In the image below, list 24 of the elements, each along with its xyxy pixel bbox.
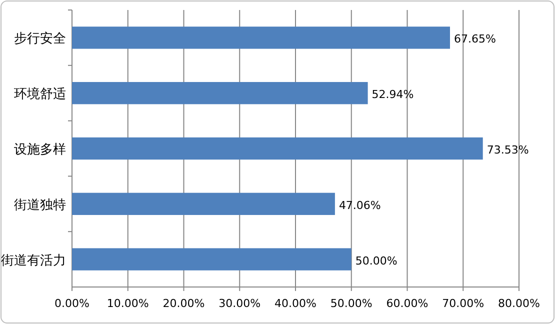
bar <box>72 248 352 270</box>
bar <box>72 82 368 104</box>
bar <box>72 192 335 215</box>
data-label: 47.06% <box>338 198 381 212</box>
x-tick-label: 30.00% <box>218 297 261 310</box>
x-tick-label: 80.00% <box>498 297 540 310</box>
y-tick-label: 步行安全 <box>14 30 66 47</box>
bar <box>72 137 483 160</box>
x-tick-label: 70.00% <box>442 297 484 310</box>
data-label: 73.53% <box>486 144 529 156</box>
x-tick-label: 40.00% <box>274 297 316 310</box>
y-tick-label: 环境舒适 <box>14 86 66 102</box>
x-tick-label: 0.00% <box>54 297 90 310</box>
bar <box>72 26 450 49</box>
x-tick-label: 50.00% <box>330 297 372 310</box>
x-tick-label: 10.00% <box>106 297 149 310</box>
y-tick-label: 街道有活力 <box>1 253 66 268</box>
x-tick-label: 20.00% <box>162 297 205 310</box>
y-tick-label: 街道独特 <box>14 198 66 213</box>
y-tick-label: 设施多样 <box>14 142 66 158</box>
x-tick-label: 60.00% <box>386 297 428 310</box>
data-label: 50.00% <box>355 254 398 268</box>
data-label: 67.65% <box>454 32 496 46</box>
data-label: 52.94% <box>372 88 414 102</box>
